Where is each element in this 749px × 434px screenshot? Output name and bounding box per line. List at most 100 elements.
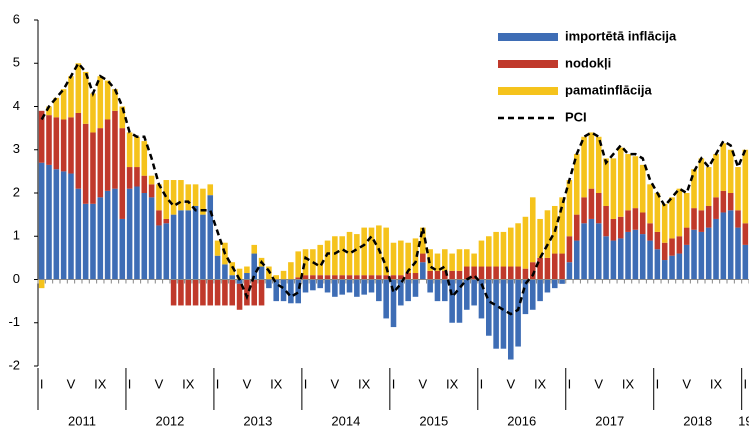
bar bbox=[368, 279, 375, 293]
bar bbox=[324, 279, 331, 293]
bar bbox=[698, 158, 705, 211]
bar bbox=[639, 212, 646, 235]
bar bbox=[669, 238, 675, 256]
bar bbox=[390, 275, 397, 280]
bar bbox=[200, 188, 206, 215]
bar bbox=[705, 205, 712, 228]
bar bbox=[68, 173, 74, 280]
bar bbox=[544, 210, 551, 258]
bar bbox=[163, 218, 170, 224]
year-label: 2011 bbox=[68, 413, 96, 428]
bar bbox=[735, 167, 741, 211]
x-tick-label: I bbox=[480, 376, 484, 391]
legend-label: pamatinflācija bbox=[565, 82, 652, 97]
bar bbox=[141, 193, 148, 280]
bar bbox=[346, 279, 353, 293]
bar bbox=[559, 253, 565, 280]
bar bbox=[471, 253, 477, 267]
bar bbox=[691, 208, 697, 230]
bar bbox=[420, 262, 426, 280]
bar bbox=[625, 154, 631, 211]
bar bbox=[214, 255, 221, 280]
year-label: 2017 bbox=[595, 413, 624, 428]
bar bbox=[493, 279, 499, 349]
bar bbox=[251, 244, 258, 254]
bar bbox=[500, 266, 507, 280]
bar bbox=[332, 279, 338, 297]
y-tick-label: 5 bbox=[13, 55, 20, 70]
bar bbox=[229, 279, 236, 306]
bar bbox=[97, 197, 104, 280]
y-tick-label: 1 bbox=[13, 228, 20, 243]
bar bbox=[610, 158, 617, 219]
bar bbox=[412, 273, 419, 280]
bar bbox=[464, 249, 470, 267]
bar bbox=[581, 197, 587, 224]
year-label: 2015 bbox=[419, 413, 448, 428]
x-tick-label: V bbox=[243, 376, 252, 391]
bar bbox=[610, 218, 617, 241]
bar bbox=[654, 249, 661, 280]
bar bbox=[361, 279, 367, 295]
bar bbox=[302, 249, 309, 276]
bar bbox=[163, 223, 170, 280]
bar bbox=[60, 89, 67, 120]
bar bbox=[38, 279, 45, 289]
bar bbox=[456, 279, 463, 323]
bar bbox=[207, 279, 214, 306]
bar bbox=[522, 216, 529, 269]
bar bbox=[522, 279, 529, 315]
bar bbox=[236, 268, 243, 280]
bar bbox=[185, 210, 192, 280]
bar bbox=[566, 180, 573, 237]
year-label: 2012 bbox=[155, 413, 184, 428]
year-label: 19 bbox=[738, 413, 749, 428]
bar bbox=[317, 275, 323, 280]
y-tick-label: 6 bbox=[13, 11, 20, 26]
bar bbox=[46, 106, 52, 116]
bar bbox=[471, 266, 477, 280]
bar bbox=[192, 184, 199, 206]
bar bbox=[236, 279, 243, 284]
bar bbox=[126, 167, 133, 189]
bar bbox=[126, 132, 133, 168]
bar bbox=[97, 128, 104, 198]
y-tick-label: 4 bbox=[13, 98, 20, 113]
bar bbox=[603, 205, 609, 237]
bar bbox=[720, 190, 727, 213]
bar bbox=[720, 212, 727, 280]
bar bbox=[104, 119, 111, 191]
x-tick-label: I bbox=[216, 376, 220, 391]
bar bbox=[529, 197, 536, 263]
bar bbox=[75, 112, 82, 189]
bar bbox=[390, 242, 397, 276]
x-tick-label: IX bbox=[270, 376, 283, 391]
bar bbox=[551, 253, 558, 280]
bar bbox=[573, 240, 580, 280]
bar bbox=[170, 279, 177, 306]
bar bbox=[339, 279, 345, 295]
bar bbox=[53, 97, 60, 118]
bar bbox=[222, 264, 228, 280]
bar bbox=[515, 266, 521, 280]
bar bbox=[324, 240, 331, 276]
bar bbox=[119, 106, 126, 129]
x-tick-label: V bbox=[155, 376, 164, 391]
bar bbox=[273, 279, 280, 302]
bar bbox=[119, 218, 126, 280]
bar bbox=[625, 231, 631, 280]
bar bbox=[236, 283, 243, 310]
year-label: 2018 bbox=[683, 413, 712, 428]
bar bbox=[163, 180, 170, 219]
bar bbox=[214, 279, 221, 306]
bar bbox=[390, 279, 397, 328]
x-tick-label: I bbox=[40, 376, 44, 391]
bar bbox=[258, 266, 265, 280]
bar bbox=[354, 279, 360, 297]
bar bbox=[537, 279, 543, 302]
bar bbox=[383, 275, 389, 280]
bar bbox=[735, 227, 741, 280]
bar bbox=[595, 223, 602, 280]
bar bbox=[383, 227, 389, 276]
bar bbox=[654, 193, 661, 232]
